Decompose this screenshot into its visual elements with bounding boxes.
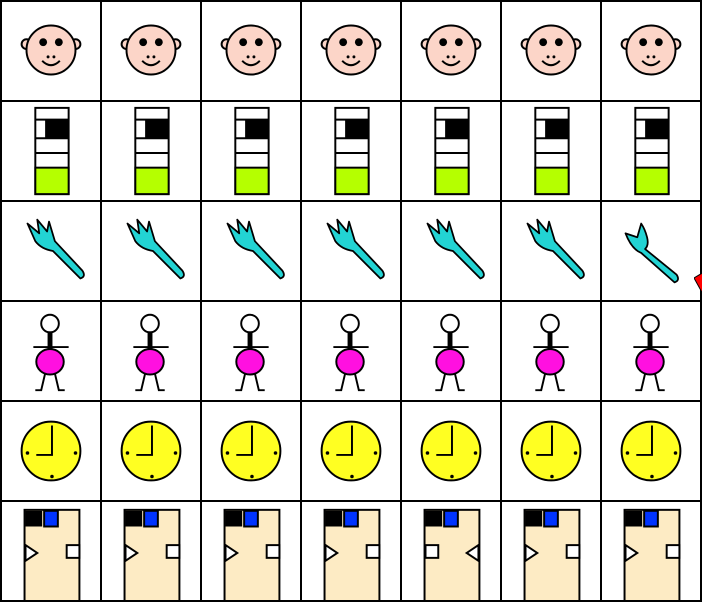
fork-icon — [26, 218, 85, 280]
face-icon — [220, 24, 282, 76]
clock-icon — [20, 420, 82, 482]
grid-cell[interactable] — [400, 200, 502, 302]
battery-icon — [234, 106, 270, 196]
grid-cell[interactable] — [400, 300, 502, 402]
fork-icon — [226, 218, 285, 280]
person-icon — [633, 313, 669, 392]
grid-cell[interactable] — [300, 400, 402, 502]
clock-icon — [620, 420, 682, 482]
grid-cell[interactable] — [300, 300, 402, 402]
grid-cell[interactable] — [400, 0, 502, 102]
grid-cell[interactable] — [500, 300, 602, 402]
fork-icon — [426, 218, 485, 280]
face-icon — [420, 24, 482, 76]
card-icon — [523, 508, 581, 600]
face-icon — [20, 24, 82, 76]
grid-cell[interactable] — [100, 100, 202, 202]
grid-cell[interactable] — [100, 500, 202, 602]
grid-cell[interactable] — [600, 300, 702, 402]
grid-cell[interactable] — [0, 400, 102, 502]
face-icon — [520, 24, 582, 76]
fork-icon — [526, 218, 585, 280]
grid-cell[interactable] — [300, 200, 402, 302]
person-icon — [433, 313, 469, 392]
grid-cell[interactable] — [200, 400, 302, 502]
grid-cell[interactable] — [0, 0, 102, 102]
battery-icon — [34, 106, 70, 196]
clock-icon — [320, 420, 382, 482]
grid-cell[interactable] — [200, 300, 302, 402]
clock-icon — [220, 420, 282, 482]
face-icon — [320, 24, 382, 76]
card-icon — [623, 508, 681, 600]
grid-cell[interactable] — [400, 500, 502, 602]
grid-cell[interactable] — [0, 200, 102, 302]
grid-cell[interactable] — [600, 200, 702, 302]
fork-icon — [126, 218, 185, 280]
grid-cell[interactable] — [500, 200, 602, 302]
battery-icon — [134, 106, 170, 196]
clock-icon — [120, 420, 182, 482]
person-icon — [233, 313, 269, 392]
mouse-cursor-icon — [694, 272, 702, 294]
grid-cell[interactable] — [300, 100, 402, 202]
grid-cell[interactable] — [500, 100, 602, 202]
card-icon — [323, 508, 381, 600]
grid-cell[interactable] — [0, 300, 102, 402]
grid-cell[interactable] — [300, 0, 402, 102]
clock-icon — [520, 420, 582, 482]
grid-cell[interactable] — [100, 400, 202, 502]
person-icon — [33, 313, 69, 392]
grid-cell[interactable] — [300, 500, 402, 602]
grid-cell[interactable] — [0, 100, 102, 202]
grid-row — [0, 400, 702, 502]
card-icon — [23, 508, 81, 600]
battery-icon — [634, 106, 670, 196]
grid-cell[interactable] — [500, 500, 602, 602]
grid-cell[interactable] — [400, 100, 502, 202]
grid-cell[interactable] — [400, 400, 502, 502]
battery-icon — [534, 106, 570, 196]
grid-cell[interactable] — [100, 300, 202, 402]
grid-row — [0, 200, 702, 302]
card-right-triangle-icon — [423, 508, 481, 600]
person-icon — [333, 313, 369, 392]
grid-row — [0, 500, 702, 602]
grid-cell[interactable] — [100, 0, 202, 102]
fork-icon — [326, 218, 385, 280]
battery-icon — [434, 106, 470, 196]
face-icon — [620, 24, 682, 76]
person-icon — [533, 313, 569, 392]
grid-cell[interactable] — [600, 400, 702, 502]
person-icon — [133, 313, 169, 392]
grid-cell[interactable] — [500, 400, 602, 502]
card-icon — [223, 508, 281, 600]
card-icon — [123, 508, 181, 600]
grid-cell[interactable] — [600, 0, 702, 102]
grid-cell[interactable] — [600, 100, 702, 202]
battery-icon — [334, 106, 370, 196]
grid-cell[interactable] — [100, 200, 202, 302]
fork-two-prong-icon — [624, 222, 679, 284]
grid-cell[interactable] — [200, 100, 302, 202]
grid-cell[interactable] — [0, 500, 102, 602]
grid-row — [0, 100, 702, 202]
grid-cell[interactable] — [500, 0, 602, 102]
grid-row — [0, 0, 702, 102]
face-icon — [120, 24, 182, 76]
grid-row — [0, 300, 702, 402]
grid-cell[interactable] — [600, 500, 702, 602]
grid-cell[interactable] — [200, 200, 302, 302]
grid-cell[interactable] — [200, 500, 302, 602]
clock-icon — [420, 420, 482, 482]
grid-cell[interactable] — [200, 0, 302, 102]
